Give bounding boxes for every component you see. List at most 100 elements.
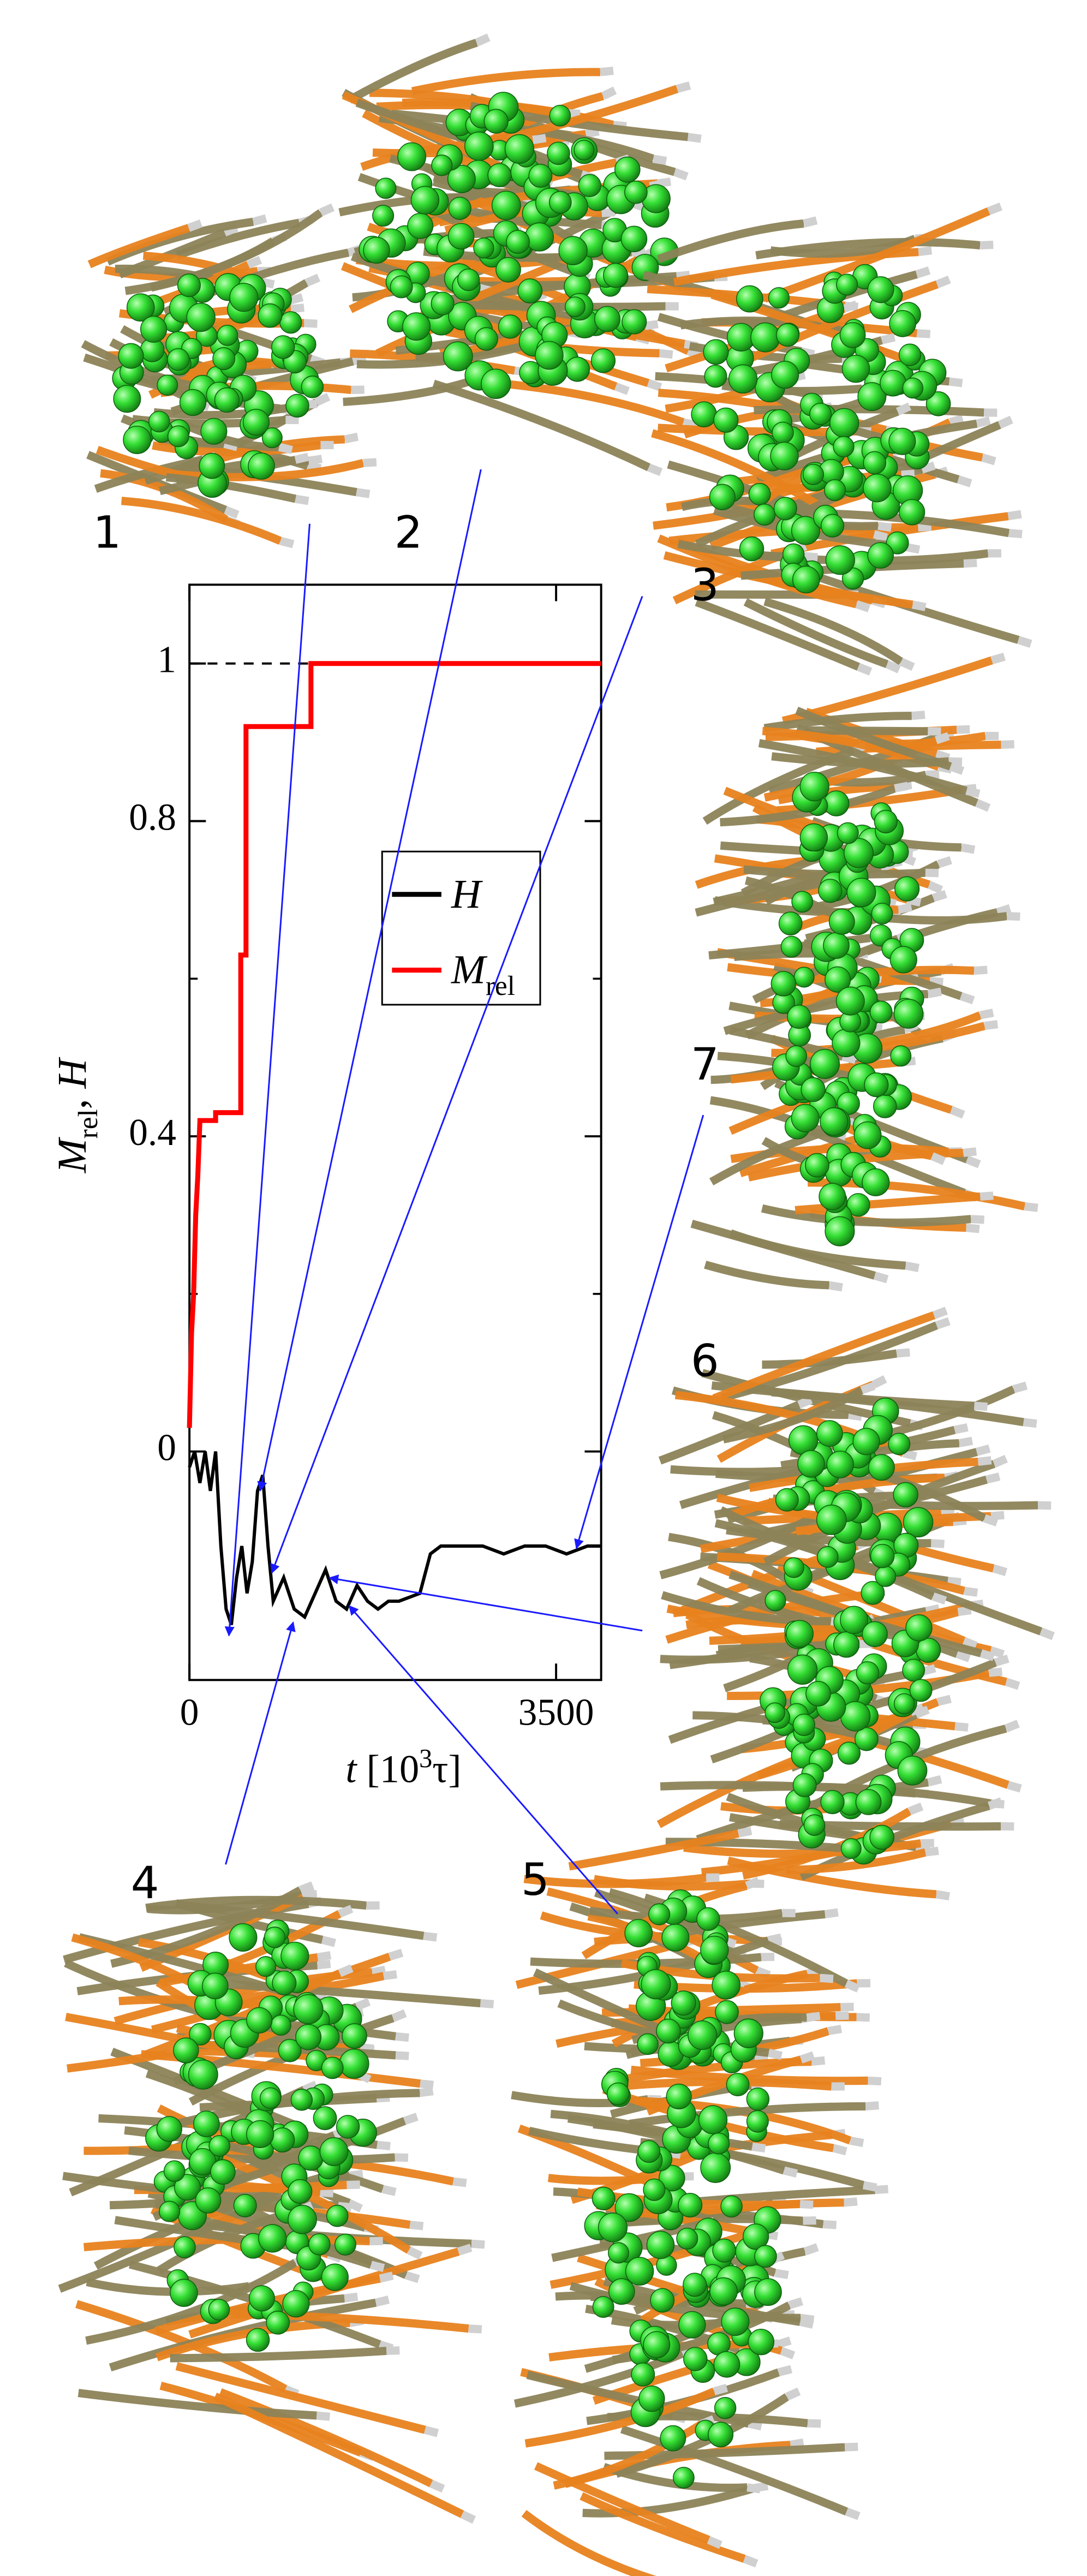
bead [285, 393, 309, 418]
bead [898, 343, 922, 366]
ribbon-end [395, 2032, 409, 2042]
bead [801, 1077, 826, 1102]
ribbon [795, 706, 952, 771]
ribbon-end [788, 2297, 803, 2309]
y-tick-label: 0 [157, 1427, 176, 1469]
bead [637, 2033, 659, 2055]
ribbon [580, 2492, 746, 2563]
bead [271, 335, 295, 359]
bead [261, 427, 283, 449]
bead [770, 442, 799, 470]
pointer-arrow [225, 1621, 296, 1865]
bead [474, 327, 498, 351]
ribbon-end [964, 1587, 978, 1597]
bead [691, 401, 717, 428]
molecule [338, 33, 728, 476]
bead [495, 257, 521, 283]
bead [258, 303, 283, 328]
ribbon [205, 2310, 469, 2333]
bead [676, 2227, 698, 2250]
bead [607, 2242, 630, 2264]
bead [410, 186, 440, 215]
bead [625, 2257, 654, 2286]
arrows [224, 469, 704, 1915]
ribbon-end [862, 2181, 877, 2192]
bead [126, 293, 155, 322]
ribbon-end [659, 349, 673, 359]
ribbon-end [360, 2043, 374, 2053]
ribbon-end [419, 2087, 434, 2097]
legend-name: H [451, 872, 483, 917]
pointer-arrow [574, 1114, 704, 1549]
bead [214, 387, 240, 413]
bead [431, 291, 455, 315]
bead [820, 1790, 845, 1815]
bead [678, 2193, 703, 2218]
bead [856, 1661, 880, 1685]
bead [659, 2164, 685, 2192]
ribbon-end [820, 1973, 834, 1983]
bead [326, 2204, 349, 2227]
bead [816, 1504, 847, 1535]
bead [246, 2328, 270, 2352]
ribbon [343, 374, 482, 406]
x-tick-label: 0 [180, 1692, 199, 1734]
bead [873, 1094, 897, 1118]
bead [712, 1970, 741, 2000]
molecule [58, 1881, 494, 2524]
bead [902, 377, 924, 399]
ribbon-end [877, 522, 892, 532]
ribbon-end [407, 2246, 423, 2260]
ribbon-end [315, 392, 331, 406]
bead [229, 283, 259, 312]
ribbon-end [935, 1890, 950, 1901]
bead [548, 190, 572, 214]
ribbon-end [914, 1706, 930, 1719]
ribbon-end [303, 319, 318, 328]
ribbon-end [308, 455, 323, 465]
x-tick-label: 3500 [518, 1692, 594, 1734]
ribbon-end [908, 1802, 924, 1815]
ribbon-end [460, 2511, 476, 2524]
bead [266, 2310, 290, 2335]
ribbon [667, 460, 824, 518]
ribbon-end [921, 461, 936, 474]
ribbon-end [302, 2080, 318, 2094]
bead [793, 967, 815, 988]
bead [792, 1713, 815, 1736]
bead [574, 140, 595, 161]
bead [899, 499, 925, 526]
ribbon [521, 2510, 657, 2576]
ribbon-end [855, 600, 871, 612]
bead [167, 348, 190, 371]
bead [678, 2311, 706, 2339]
bead [753, 503, 776, 526]
ribbon [157, 2089, 420, 2133]
ribbon-end [949, 414, 964, 426]
ribbon-end [320, 2188, 334, 2198]
bead [264, 1927, 286, 1948]
bead [863, 473, 892, 503]
bead [620, 225, 648, 253]
bead [890, 1045, 912, 1067]
ribbon [153, 400, 305, 420]
ribbon-end [383, 1970, 397, 1981]
pointer-arrow [328, 1574, 643, 1632]
bead [177, 273, 201, 297]
bead [246, 2007, 273, 2034]
bead [825, 966, 851, 993]
bead [799, 772, 829, 802]
ribbon-end [316, 1951, 332, 1961]
bead [614, 2193, 644, 2222]
bead [746, 2110, 769, 2133]
ribbon [762, 1349, 898, 1369]
ribbon-end [785, 2387, 801, 2401]
ribbon-end [338, 1964, 354, 1977]
ribbon [690, 1219, 876, 1280]
ribbon-end [925, 1604, 940, 1615]
molecule [81, 203, 377, 548]
ribbon [727, 1856, 937, 1899]
ribbon-end [955, 1650, 971, 1662]
